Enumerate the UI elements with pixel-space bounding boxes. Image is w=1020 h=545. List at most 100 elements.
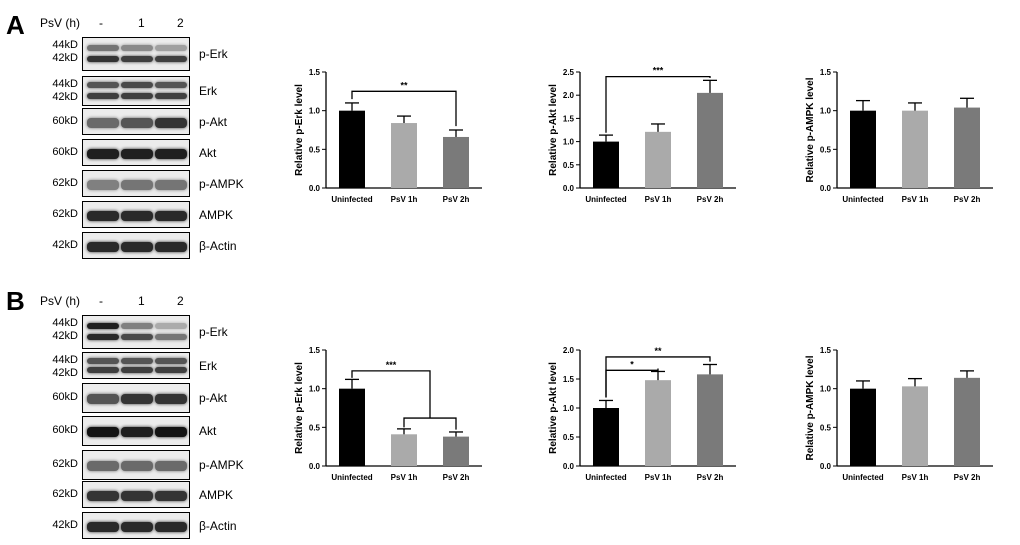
molecular-weight-label: 44kD xyxy=(52,39,78,51)
protein-band xyxy=(155,179,187,190)
bar-psv-2h xyxy=(954,107,980,188)
protein-band xyxy=(121,92,153,99)
bar-psv-2h xyxy=(443,436,469,466)
protein-band xyxy=(155,92,187,99)
y-tick-label: 0.0 xyxy=(309,184,321,193)
x-tick-label: Uninfected xyxy=(331,195,372,204)
protein-name-label: p-Erk xyxy=(199,47,228,61)
protein-band xyxy=(155,148,187,159)
protein-band xyxy=(87,44,119,51)
significance-label: *** xyxy=(386,360,397,370)
protein-band xyxy=(87,394,119,404)
y-axis-label: Relative p-Erk level xyxy=(294,362,305,454)
protein-name-label: p-Erk xyxy=(199,325,228,339)
protein-band xyxy=(87,490,119,501)
y-axis-label: Relative p-Akt level xyxy=(548,362,559,454)
y-tick-label: 2.5 xyxy=(563,68,575,77)
lane-label: - xyxy=(99,16,103,30)
significance-label: *** xyxy=(653,66,664,76)
bar-uninfected xyxy=(593,141,619,188)
protein-band xyxy=(121,56,153,63)
protein-band xyxy=(87,357,119,364)
x-tick-label: PsV 1h xyxy=(902,195,929,204)
blot-strip-p-ampk xyxy=(82,170,190,197)
molecular-weight-label: 42kD xyxy=(52,367,78,379)
bar-chart-b-p-erk: 0.0 0.5 1.0 1.5 Relative p-Erk level Uninfect… xyxy=(294,346,482,482)
bar-uninfected xyxy=(850,388,876,466)
protein-band xyxy=(155,210,187,221)
protein-band xyxy=(87,461,119,471)
protein-band xyxy=(87,521,119,532)
protein-band xyxy=(87,92,119,99)
blot-strip-akt xyxy=(82,139,190,166)
molecular-weight-label: 60kD xyxy=(52,391,78,403)
protein-name-label: p-Akt xyxy=(199,391,228,405)
protein-band xyxy=(155,44,187,51)
y-tick-label: 0.0 xyxy=(563,462,575,471)
bar-chart-a-p-erk: 0.0 0.5 1.0 1.5 Relative p-Erk level Uninfect… xyxy=(294,68,482,204)
y-tick-label: 1.0 xyxy=(820,107,832,116)
molecular-weight-label: 62kD xyxy=(52,458,78,470)
y-tick-label: 1.0 xyxy=(563,404,575,413)
blot-strip-ampk xyxy=(82,201,190,228)
protein-band xyxy=(155,521,187,532)
x-tick-label: Uninfected xyxy=(585,473,626,482)
blot-strip-akt xyxy=(82,416,190,446)
protein-band xyxy=(121,334,153,341)
molecular-weight-label: 42kD xyxy=(52,518,78,531)
y-tick-label: 1.0 xyxy=(309,107,321,116)
x-tick-label: Uninfected xyxy=(842,473,883,482)
y-tick-label: 1.5 xyxy=(309,346,321,355)
protein-band xyxy=(155,357,187,364)
protein-band xyxy=(121,179,153,190)
molecular-weight-label: 42kD xyxy=(52,91,78,103)
blot-strip-p-akt xyxy=(82,108,190,135)
y-tick-label: 0.5 xyxy=(563,433,575,442)
y-axis-label: Relative p-AMPK level xyxy=(805,355,816,460)
y-tick-label: 0.5 xyxy=(820,145,832,154)
significance-bracket xyxy=(351,370,457,430)
protein-band xyxy=(87,179,119,190)
x-tick-label: PsV 1h xyxy=(391,195,418,204)
bar-psv-1h xyxy=(645,380,671,466)
significance-label: ** xyxy=(654,346,662,356)
protein-band xyxy=(155,56,187,63)
panel-letter-b: B xyxy=(6,286,25,316)
y-tick-label: 1.5 xyxy=(820,346,832,355)
y-axis-label: Relative p-Akt level xyxy=(548,84,559,176)
y-axis-label: Relative p-Erk level xyxy=(294,84,305,176)
protein-band xyxy=(155,490,187,501)
x-tick-label: PsV 2h xyxy=(697,195,724,204)
blot-strip-p-ampk xyxy=(82,450,190,480)
x-tick-label: Uninfected xyxy=(842,195,883,204)
bar-psv-2h xyxy=(954,377,980,466)
lane-label: 2 xyxy=(177,294,184,308)
y-tick-label: 1.5 xyxy=(563,375,575,384)
bar-uninfected xyxy=(593,408,619,466)
x-tick-label: Uninfected xyxy=(585,195,626,204)
protein-name-label: p-AMPK xyxy=(199,458,244,472)
y-tick-label: 0.5 xyxy=(563,161,575,170)
molecular-weight-label: 44kD xyxy=(52,317,78,329)
protein-name-label: Erk xyxy=(199,358,217,373)
molecular-weight-label: 62kD xyxy=(52,176,78,189)
x-tick-label: Uninfected xyxy=(331,473,372,482)
bar-uninfected xyxy=(339,388,365,466)
lane-label: 2 xyxy=(177,16,184,30)
molecular-weight-label: 44kD xyxy=(52,354,78,366)
protein-band xyxy=(155,366,187,373)
protein-band xyxy=(87,56,119,63)
molecular-weight-label: 42kD xyxy=(52,330,78,342)
protein-band xyxy=(87,366,119,373)
molecular-weight-label: 60kD xyxy=(52,114,78,127)
protein-band xyxy=(155,117,187,128)
blot-strip-erk xyxy=(82,76,190,106)
blot-strip-ampk xyxy=(82,481,190,508)
molecular-weight-label: 62kD xyxy=(52,487,78,500)
protein-band xyxy=(87,241,119,252)
y-axis-label: Relative p-AMPK level xyxy=(805,77,816,182)
significance-bracket xyxy=(605,75,711,133)
protein-name-label: Akt xyxy=(199,145,217,160)
bar-uninfected xyxy=(850,110,876,188)
molecular-weight-label: 42kD xyxy=(52,238,78,251)
